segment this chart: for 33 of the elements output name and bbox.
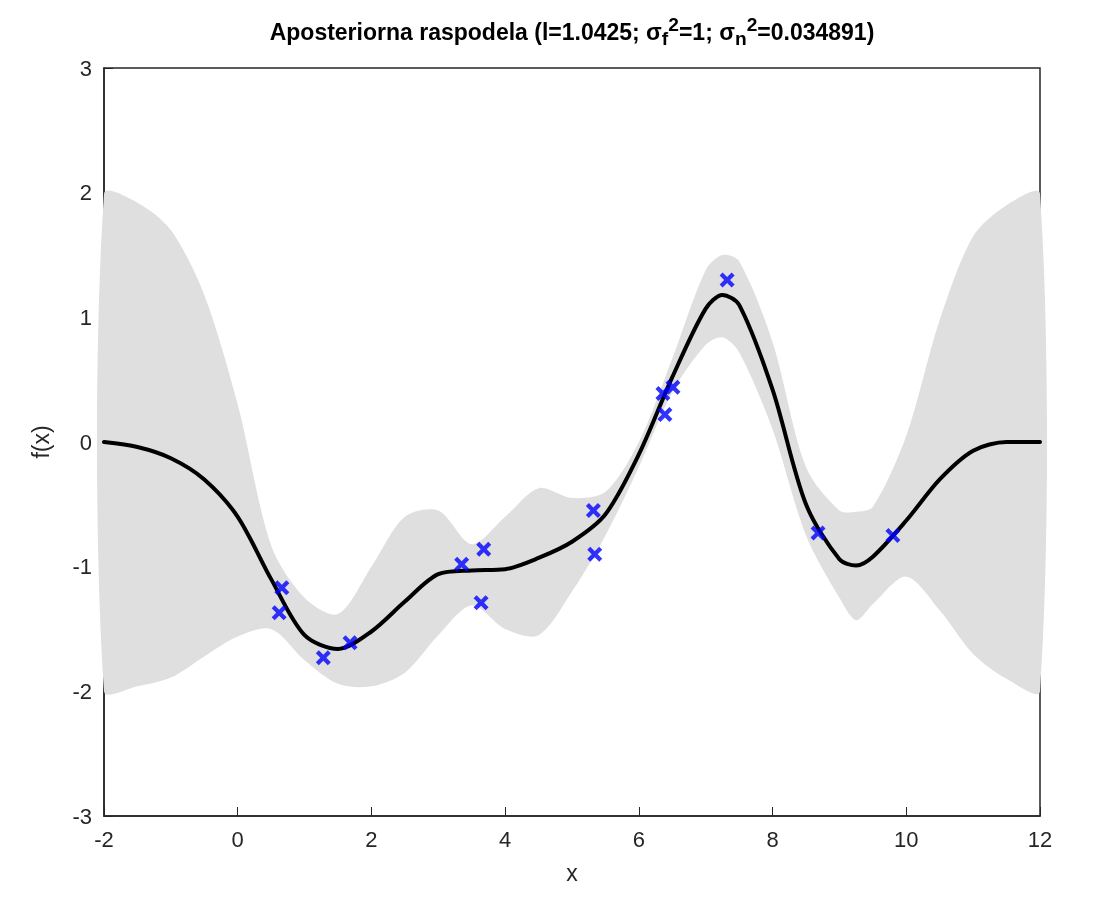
point [342,635,358,651]
line-series [102,292,1042,651]
x-tick-label: 12 [1027,826,1053,852]
x-axis-title: x [566,859,579,886]
y-tick-label: -2 [72,678,92,704]
point [885,528,901,543]
point [454,556,470,572]
point [665,379,681,395]
point [315,650,331,666]
y-tick-label: 3 [79,55,92,81]
point [657,407,673,423]
point [719,272,735,288]
x-tick-label: 6 [632,826,645,852]
y-axis-title: f(x) [27,425,54,459]
chart-title: Aposteriorna raspodela (l=1.0425; σ$_{f}$$^{2}$=1; σ$_{n}$$^{2}$=0.034891) [268,14,876,51]
point [810,525,826,541]
point [585,503,601,519]
point [473,595,489,611]
point [655,385,671,401]
y-tick-label: 0 [79,429,92,455]
x-tick-label: 8 [766,826,779,852]
x-tick-label: 10 [894,826,919,852]
point [587,546,603,562]
point [274,580,290,596]
y-tick-label: 2 [79,180,92,206]
point [476,541,492,557]
y-tick-label: 1 [79,304,92,330]
x-tick-label: 4 [499,826,512,852]
y-tick-label: -3 [72,803,92,829]
y-tick-label: -1 [72,554,92,580]
x-tick-label: 2 [365,826,378,852]
point [271,605,287,621]
x-tick-label: 0 [231,826,244,852]
